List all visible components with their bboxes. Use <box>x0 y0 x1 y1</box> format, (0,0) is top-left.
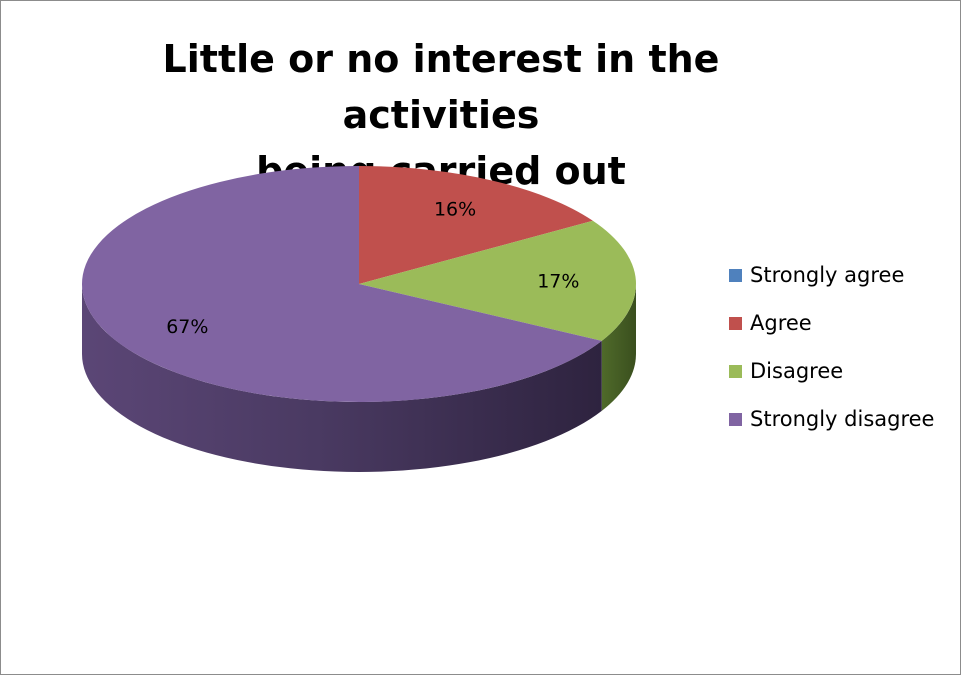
legend: Strongly agree Agree Disagree Strongly d… <box>729 251 934 443</box>
legend-item-disagree: Disagree <box>729 347 934 395</box>
chart-title: Little or no interest in the activities … <box>61 31 821 199</box>
legend-label-strongly-disagree: Strongly disagree <box>750 407 935 431</box>
pie-side-disagree <box>601 284 636 411</box>
legend-swatch-strongly-agree <box>729 268 742 282</box>
legend-item-strongly-disagree: Strongly disagree <box>729 395 934 443</box>
legend-label-disagree: Disagree <box>750 359 844 383</box>
pie-data-labels: 16% 17% 67% <box>166 199 579 339</box>
data-label-strongly-disagree: 67% <box>166 316 208 338</box>
data-label-disagree: 17% <box>537 270 579 292</box>
legend-item-agree: Agree <box>729 299 934 347</box>
legend-swatch-disagree <box>729 364 742 378</box>
legend-label-agree: Agree <box>750 311 812 335</box>
data-label-agree: 16% <box>434 199 476 221</box>
pie-slices <box>81 166 636 472</box>
pie-slice-disagree <box>359 220 636 341</box>
pie-slice-agree <box>359 166 593 284</box>
legend-item-strongly-agree: Strongly agree <box>729 251 934 299</box>
pie-slice-strongly-disagree <box>82 166 602 402</box>
legend-label-strongly-agree: Strongly agree <box>750 263 905 287</box>
chart-title-line-1: Little or no interest in the activities <box>162 37 720 137</box>
legend-swatch-strongly-disagree <box>729 412 742 426</box>
pie-side-strongly-disagree <box>81 284 602 472</box>
legend-swatch-agree <box>729 316 742 330</box>
